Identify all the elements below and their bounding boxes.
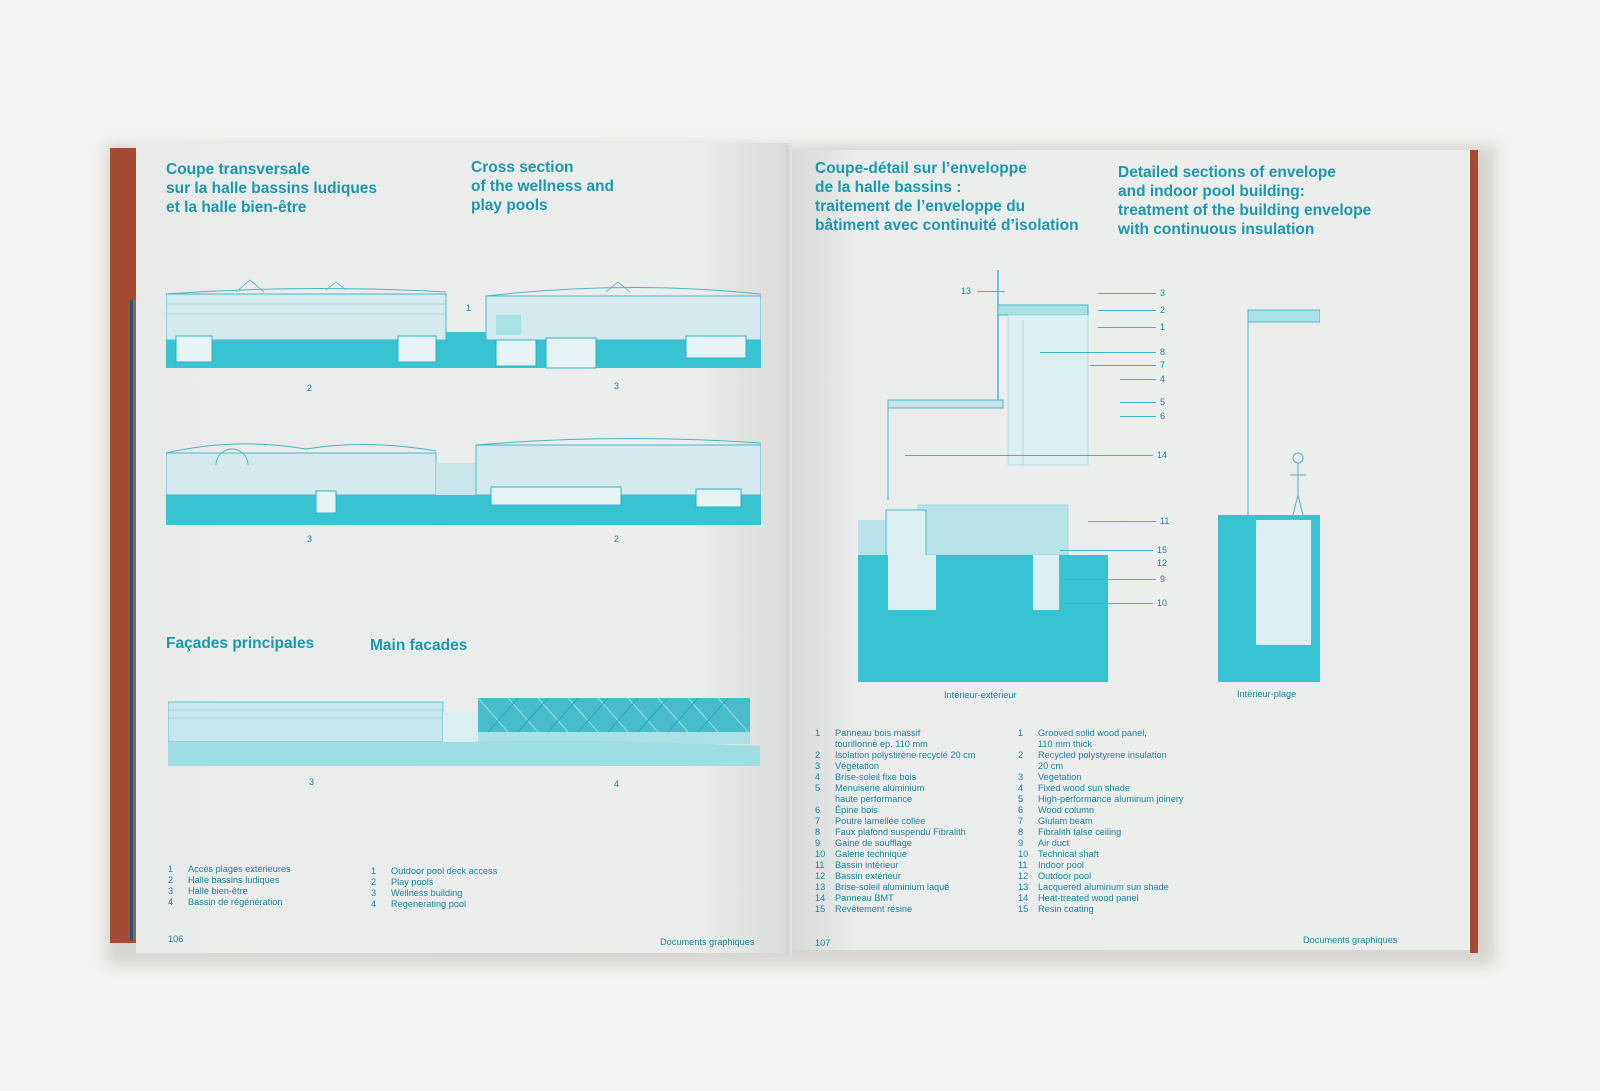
legend-item: 8 Fibralith false ceiling [1018, 827, 1122, 837]
page-number-left: 106 [168, 934, 184, 944]
left-page [136, 143, 788, 953]
legend-item: 7 Poutre lamellée collée [815, 816, 926, 826]
facade-label: 4 [614, 779, 620, 789]
legend-en-right: 1 Grooved solid wood panel, 110 mm thick … [1018, 728, 1218, 915]
callout-label: 8 [1160, 347, 1166, 357]
section-label: 2 [614, 534, 620, 544]
callout-label: 15 [1157, 545, 1168, 555]
legend-item: 7 Glulam beam [1018, 816, 1093, 826]
legend-item: 1 Accès plages extérieures [168, 864, 291, 874]
legend-item: 12 Bassin extérieur [815, 871, 901, 881]
callout-label: 7 [1160, 360, 1166, 370]
detail-section-drawing-interior-exterior [858, 270, 1108, 682]
callout-line [1090, 365, 1156, 366]
legend-item: 6 Wood column [1018, 805, 1095, 815]
legend-item: 8 Faux plafond suspendu Fibralith [815, 827, 966, 837]
legend-item: 3 Végétation [815, 761, 879, 771]
callout-label: 13 [961, 286, 972, 296]
callout-line [1060, 603, 1153, 604]
legend-item: 11 Bassin intérieur [815, 860, 899, 870]
book-cover-right [1470, 150, 1478, 953]
legend-item: 1 Panneau bois massif tourillonné ep. 110… [815, 728, 928, 749]
callout-line [1098, 310, 1156, 311]
right-title-en: Detailed sections of envelope and indoor… [1118, 164, 1372, 238]
callout-line [977, 291, 1005, 292]
legend-item: 4 Fixed wood sun shade [1018, 783, 1130, 793]
legend-item: 5 Menuiserie aluminium haute performance [815, 783, 925, 804]
callout-line [1120, 379, 1156, 380]
drawing-caption: Intérieur-extérieur [944, 690, 1017, 700]
legend-fr-right: 1 Panneau bois massif tourillonné ep. 110… [815, 728, 1015, 915]
legend-item: 14 Heat-treated wood panel [1018, 893, 1139, 903]
legend-item: 14 Panneau BMT [815, 893, 894, 903]
legend-item: 2 Isolation polystirène recyclé 20 cm [815, 750, 976, 760]
section-label: 2 [307, 383, 313, 393]
legend-item: 2 Halle bassins ludiques [168, 875, 280, 885]
legend-fr-left: 1 Accès plages extérieures 2 Halle bassins… [168, 864, 368, 908]
legend-item: 15 Resin coating [1018, 904, 1094, 914]
callout-line [1088, 521, 1156, 522]
legend-item: 6 Épine bois [815, 805, 878, 815]
legend-item: 10 Technical shaft [1018, 849, 1099, 859]
legend-item: 9 Air duct [1018, 838, 1070, 848]
callout-line [905, 455, 1153, 456]
legend-item: 3 Halle bien-être [168, 886, 248, 896]
legend-item: 12 Outdoor pool [1018, 871, 1092, 881]
callout-line [1060, 550, 1153, 551]
legend-item: 13 Brise-soleil aluminium laqué [815, 882, 950, 892]
callout-label: 2 [1160, 305, 1166, 315]
facade-label: 3 [309, 777, 315, 787]
page-number-right: 107 [815, 938, 831, 948]
section-label: 3 [614, 381, 620, 391]
section-label: 3 [307, 534, 313, 544]
legend-item: 1 Grooved solid wood panel, 110 mm thick [1018, 728, 1147, 749]
legend-item: 4 Regenerating pool [371, 899, 467, 909]
callout-label: 12 [1157, 558, 1168, 568]
legend-item: 10 Galerie technique [815, 849, 908, 859]
callout-line [1098, 327, 1156, 328]
legend-item: 2 Play pools [371, 877, 434, 887]
callout-label: 9 [1160, 574, 1166, 584]
callout-label: 11 [1160, 516, 1170, 526]
legend-item: 2 Recycled polystyrene insulation 20 cm [1018, 750, 1167, 771]
legend-item: 9 Gaine de soufflage [815, 838, 912, 848]
facade-title-fr: Façades principales [166, 635, 315, 652]
callout-line [1040, 352, 1156, 353]
legend-item: 4 Brise-soleil fixe bois [815, 772, 917, 782]
facade-title-en: Main facades [370, 637, 468, 654]
running-footer-left: Documents graphiques [660, 937, 755, 947]
callout-line [1060, 579, 1156, 580]
legend-item: 3 Wellness building [371, 888, 463, 898]
callout-label: 1 [1160, 322, 1166, 332]
legend-item: 13 Lacquered aluminum sun shade [1018, 882, 1169, 892]
callout-line [1098, 293, 1156, 294]
callout-label: 3 [1160, 288, 1166, 298]
left-title-fr: Coupe transversale sur la halle bassins … [166, 161, 378, 216]
callout-line [1120, 416, 1156, 417]
running-footer-right: Documents graphiques [1303, 935, 1398, 945]
drawing-caption: Intérieur-plage [1237, 689, 1297, 699]
callout-label: 4 [1160, 374, 1166, 384]
main-facades-drawing [168, 698, 760, 766]
left-title-en: Cross section of the wellness and play p… [471, 159, 614, 214]
callout-label: 14 [1157, 450, 1168, 460]
detail-section-drawing-interior-beach [1218, 270, 1320, 682]
legend-item: 11 Indoor pool [1018, 860, 1084, 870]
callout-line [1120, 402, 1156, 403]
cross-section-drawing-2 [166, 435, 761, 530]
section-label: 1 [466, 303, 472, 313]
legend-item: 15 Revêtement résine [815, 904, 913, 914]
legend-item: 4 Bassin de régénération [168, 897, 283, 907]
legend-item: 5 High-performance aluminum joinery [1018, 794, 1184, 804]
legend-item: 3 Vegetation [1018, 772, 1082, 782]
callout-label: 5 [1160, 397, 1166, 407]
book-gutter [786, 145, 792, 955]
cross-section-drawing-1 [166, 270, 761, 375]
right-title-fr: Coupe-détail sur l’enveloppe de la halle… [815, 160, 1079, 234]
callout-label: 6 [1160, 411, 1166, 421]
callout-label: 10 [1157, 598, 1168, 608]
legend-item: 1 Outdoor pool deck access [371, 866, 498, 876]
